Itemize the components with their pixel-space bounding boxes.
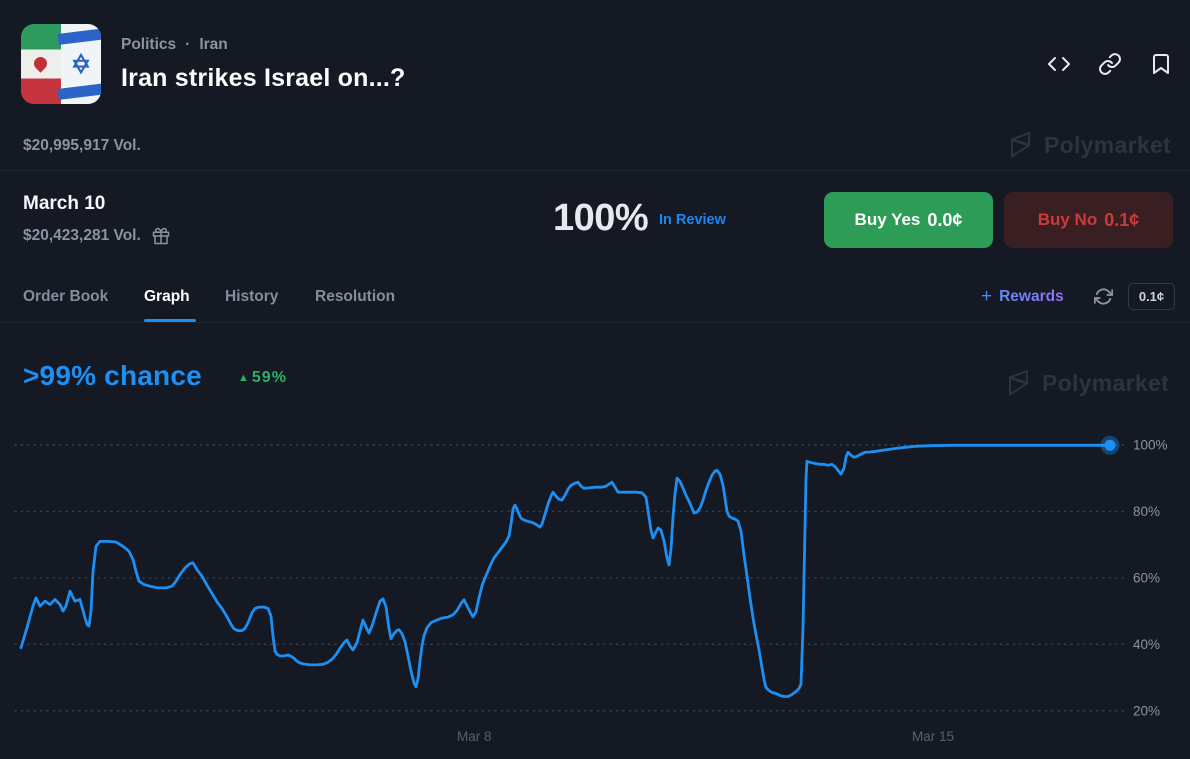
svg-text:40%: 40% (1133, 637, 1160, 652)
total-volume: $20,995,917 Vol. (23, 137, 141, 154)
bookmark-icon[interactable] (1149, 52, 1173, 76)
svg-text:Mar 8: Mar 8 (457, 729, 492, 744)
tab-order-book[interactable]: Order Book (23, 288, 109, 305)
breadcrumb-subcategory[interactable]: Iran (199, 36, 228, 53)
svg-text:Mar 15: Mar 15 (912, 729, 954, 744)
svg-text:60%: 60% (1133, 570, 1160, 585)
plus-icon: + (981, 286, 993, 307)
breadcrumb-separator: · (185, 36, 191, 53)
market-thumbnail (21, 24, 101, 104)
chance-value: >99% chance (23, 360, 202, 391)
market-volume-row: $20,423,281 Vol. (23, 227, 170, 245)
rewards-button[interactable]: + Rewards (981, 286, 1064, 307)
chance-delta: ▲ 59% (238, 369, 287, 386)
price-chart[interactable]: 100% 80% 60% 40% 20% Mar 8 Mar 15 (0, 420, 1190, 759)
probability-value: 100% (553, 197, 649, 239)
tabbar-border (0, 322, 1190, 323)
buy-no-button[interactable]: Buy No 0.1¢ (1004, 192, 1173, 248)
refresh-icon[interactable] (1094, 287, 1113, 306)
status-badge: In Review (659, 212, 726, 228)
star-of-david-icon (72, 52, 90, 75)
up-arrow-icon: ▲ (238, 372, 249, 384)
market-name: March 10 (23, 193, 106, 214)
svg-text:100%: 100% (1133, 438, 1168, 453)
market-volume: $20,423,281 Vol. (23, 227, 141, 244)
buy-yes-button[interactable]: Buy Yes 0.0¢ (824, 192, 993, 248)
header-divider (0, 170, 1190, 171)
breadcrumb: Politics · Iran (121, 36, 228, 54)
iran-emblem-icon (31, 54, 50, 73)
tab-resolution[interactable]: Resolution (315, 288, 396, 305)
svg-text:80%: 80% (1133, 504, 1160, 519)
israel-flag (57, 24, 101, 104)
tab-graph[interactable]: Graph (144, 288, 190, 305)
polymarket-logo-icon (1008, 370, 1029, 396)
polymarket-watermark: Polymarket (1003, 367, 1169, 400)
link-icon[interactable] (1098, 52, 1122, 76)
active-tab-indicator (144, 319, 196, 322)
iran-flag (21, 24, 61, 104)
embed-icon[interactable] (1047, 52, 1071, 76)
polymarket-watermark: Polymarket (1005, 129, 1171, 162)
gift-icon[interactable] (152, 227, 170, 245)
breadcrumb-category[interactable]: Politics (121, 36, 177, 53)
page-title: Iran strikes Israel on...? (121, 64, 406, 92)
svg-text:20%: 20% (1133, 703, 1160, 718)
polymarket-logo-icon (1010, 132, 1031, 158)
tab-history[interactable]: History (225, 288, 279, 305)
price-badge[interactable]: 0.1¢ (1128, 283, 1175, 310)
